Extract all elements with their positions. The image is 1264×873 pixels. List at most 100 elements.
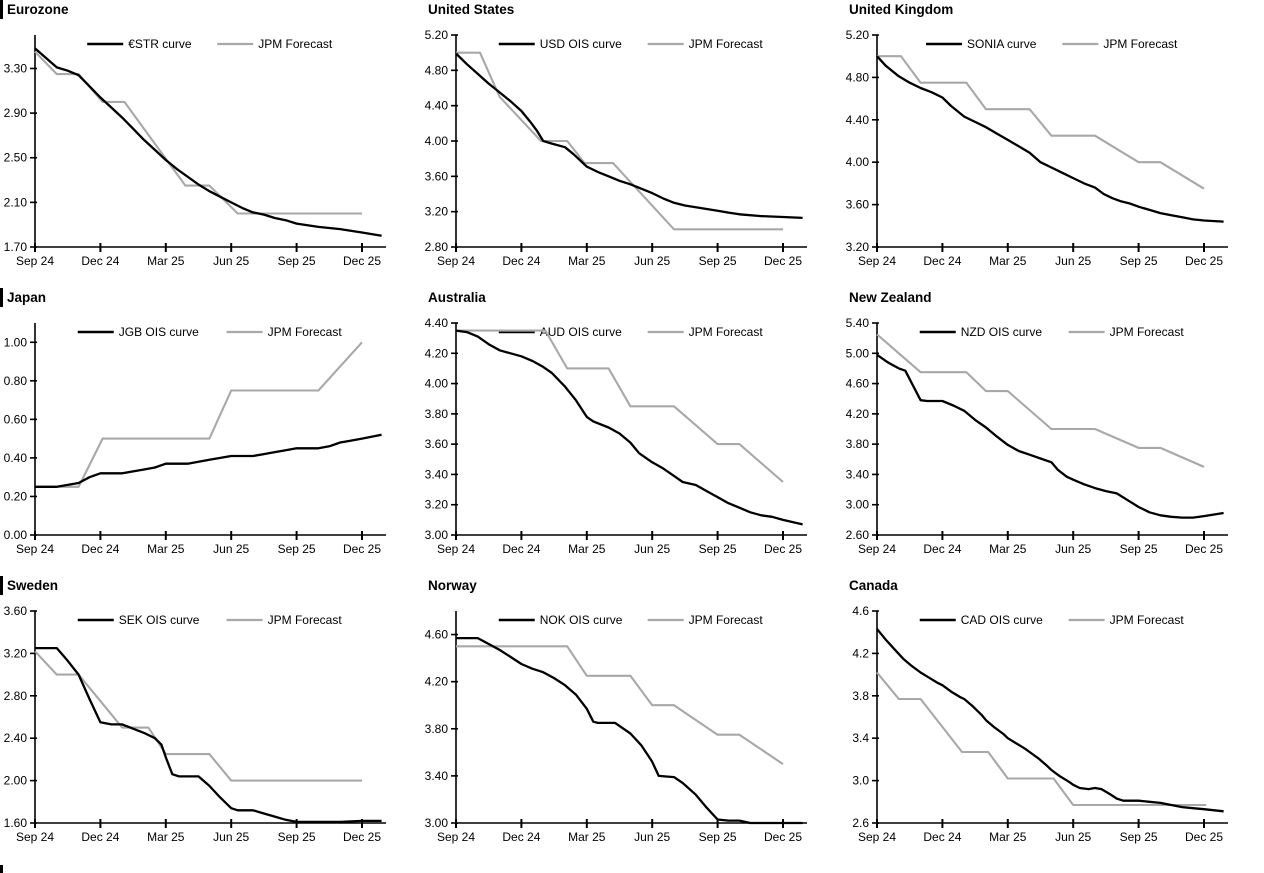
x-tick-label: Sep 24 <box>16 254 54 268</box>
y-tick-label: 3.20 <box>425 498 449 512</box>
series-line-forecast <box>456 51 783 231</box>
x-tick-label: Sep 24 <box>16 542 54 556</box>
y-tick-label: 3.00 <box>846 498 870 512</box>
y-tick-label: 4.60 <box>846 377 870 391</box>
x-tick-label: Dec 24 <box>923 254 961 268</box>
y-tick-label: 2.60 <box>846 528 870 542</box>
x-tick-label: Sep 24 <box>858 830 896 844</box>
y-tick-label: 0.60 <box>4 412 28 426</box>
section-marker-stub <box>0 865 3 873</box>
chart-title-row: New Zealand <box>842 288 1264 307</box>
y-tick-label: 2.50 <box>4 151 28 165</box>
x-tick-label: Dec 25 <box>764 254 802 268</box>
chart-title: Eurozone <box>7 2 69 17</box>
x-tick-label: Dec 25 <box>764 830 802 844</box>
series-line-curve <box>876 55 1224 223</box>
y-tick-label: 5.20 <box>425 28 449 42</box>
y-tick-label: 1.00 <box>4 335 28 349</box>
chart-title-row: United Kingdom <box>842 0 1264 19</box>
x-tick-label: Dec 25 <box>343 542 381 556</box>
y-tick-label: 2.10 <box>4 195 28 209</box>
chart-panel-new-zealand: New Zealand 5.40 5.00 4.60 4.20 3.80 3.40 3.00 2… <box>842 288 1264 576</box>
x-tick-label: Sep 25 <box>699 542 737 556</box>
x-tick-label: Mar 25 <box>568 830 606 844</box>
series-line-curve <box>34 47 382 237</box>
y-tick-label: 2.40 <box>4 731 28 745</box>
chart-title: United Kingdom <box>849 2 954 17</box>
y-tick-label: 4.40 <box>846 113 870 127</box>
y-tick-label: 3.20 <box>846 240 870 254</box>
x-tick-label: Jun 25 <box>213 254 249 268</box>
series-line-forecast <box>34 50 362 215</box>
chart-title: Canada <box>849 578 898 593</box>
legend-label: JPM Forecast <box>689 37 764 51</box>
y-tick-label: 0.20 <box>4 489 28 503</box>
legend-label: NOK OIS curve <box>540 613 623 627</box>
y-tick-label: 4.40 <box>425 316 449 330</box>
chart-panel-eurozone: Eurozone 3.30 2.90 2.50 2.10 1.70 Sep 24 Dec 24… <box>0 0 421 288</box>
y-tick-label: 2.90 <box>4 106 28 120</box>
y-tick-label: 3.80 <box>846 437 870 451</box>
legend-label: JPM Forecast <box>268 325 343 339</box>
x-tick-label: Sep 25 <box>1120 254 1158 268</box>
chart-title: Norway <box>428 578 477 593</box>
x-tick-label: Sep 25 <box>278 830 316 844</box>
series-line-curve <box>876 353 1224 519</box>
y-tick-label: 3.20 <box>4 646 28 660</box>
y-tick-label: 3.60 <box>425 437 449 451</box>
series-line-forecast <box>34 650 362 782</box>
x-tick-label: Sep 25 <box>278 542 316 556</box>
y-tick-label: 4.80 <box>425 63 449 77</box>
chart-panel-norway: Norway 4.60 4.20 3.80 3.40 3.00 Sep 24 Dec 24 Ma… <box>421 576 842 873</box>
chart-title: Japan <box>7 290 47 305</box>
y-tick-label: 0.40 <box>4 451 28 465</box>
chart-title-row: Eurozone <box>0 0 421 19</box>
y-tick-label: 4.00 <box>425 134 449 148</box>
x-tick-label: Jun 25 <box>1055 542 1091 556</box>
x-tick-label: Jun 25 <box>634 542 670 556</box>
x-tick-label: Dec 24 <box>502 542 540 556</box>
x-tick-label: Sep 24 <box>858 542 896 556</box>
series-line-curve <box>876 628 1224 813</box>
title-spacer <box>421 576 428 595</box>
x-tick-label: Dec 24 <box>502 254 540 268</box>
x-tick-label: Jun 25 <box>213 542 249 556</box>
legend-label: JGB OIS curve <box>119 325 199 339</box>
y-tick-label: 5.40 <box>846 316 870 330</box>
x-tick-label: Dec 25 <box>1185 254 1223 268</box>
y-tick-label: 4.00 <box>846 155 870 169</box>
y-tick-label: 2.80 <box>425 240 449 254</box>
x-tick-label: Mar 25 <box>147 542 185 556</box>
x-tick-label: Mar 25 <box>989 542 1027 556</box>
x-tick-label: Dec 24 <box>81 830 119 844</box>
x-tick-label: Sep 24 <box>858 254 896 268</box>
y-tick-label: 3.0 <box>852 774 869 788</box>
y-tick-label: 2.80 <box>4 689 28 703</box>
x-tick-label: Dec 24 <box>923 542 961 556</box>
x-tick-label: Jun 25 <box>1055 830 1091 844</box>
legend-label: JPM Forecast <box>1103 37 1178 51</box>
x-tick-label: Dec 24 <box>923 830 961 844</box>
x-tick-label: Sep 24 <box>437 254 475 268</box>
legend-label: JPM Forecast <box>268 613 343 627</box>
x-tick-label: Jun 25 <box>1055 254 1091 268</box>
y-tick-label: 3.60 <box>846 198 870 212</box>
y-tick-label: 5.20 <box>846 28 870 42</box>
y-tick-label: 4.20 <box>846 407 870 421</box>
x-tick-label: Sep 25 <box>1120 830 1158 844</box>
series-line-curve <box>35 433 382 488</box>
series-line-forecast <box>456 645 784 765</box>
chart-title: Australia <box>428 290 486 305</box>
legend-label: €STR curve <box>128 37 192 51</box>
y-tick-label: 3.40 <box>846 467 870 481</box>
y-tick-label: 3.00 <box>425 816 449 830</box>
y-tick-label: 3.20 <box>425 205 449 219</box>
series-line-curve <box>456 636 803 825</box>
chart-panel-sweden: Sweden 3.60 3.20 2.80 2.40 2.00 1.60 Sep 24 Dec … <box>0 576 421 873</box>
y-tick-label: 0.00 <box>4 528 28 542</box>
y-tick-label: 2.6 <box>852 816 869 830</box>
chart-title: Sweden <box>7 578 59 593</box>
